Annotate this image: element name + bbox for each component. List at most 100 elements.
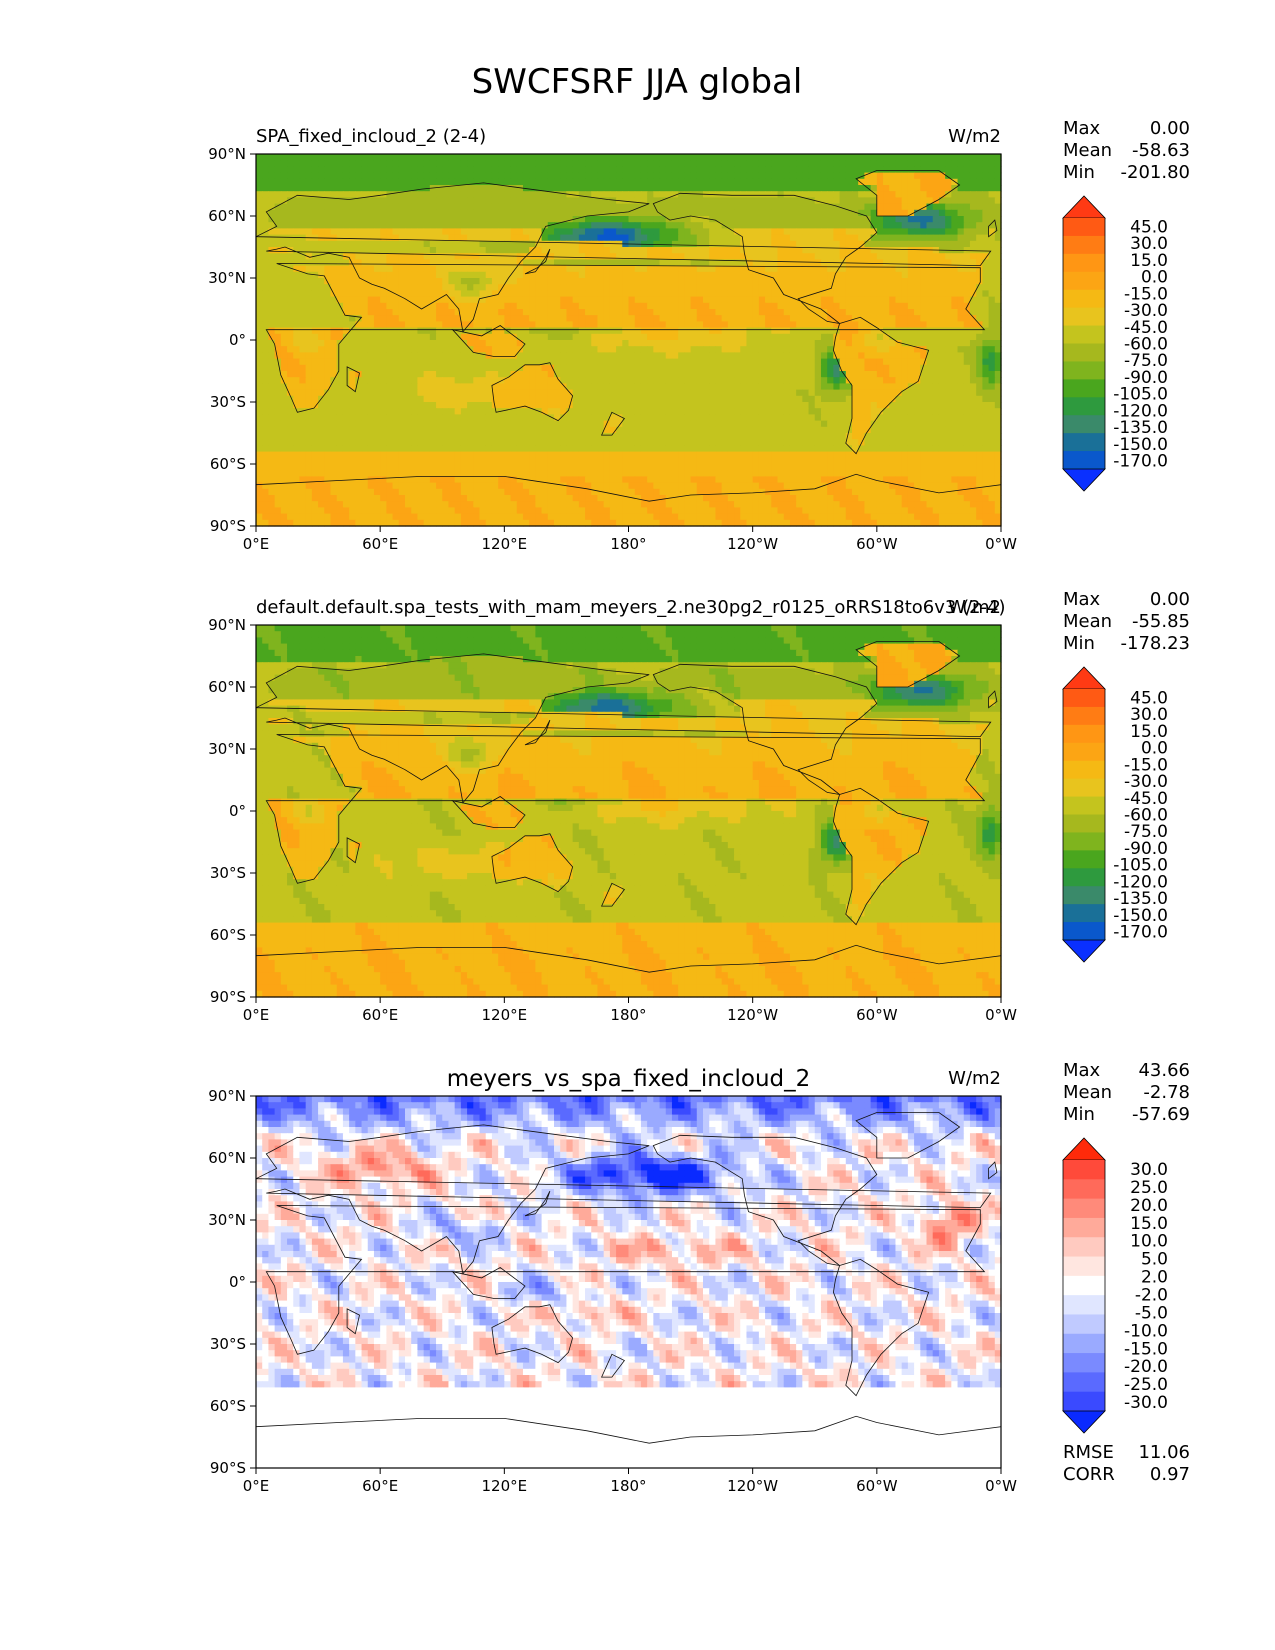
map-cell	[926, 203, 934, 211]
map-cell	[994, 185, 1002, 192]
map-cell	[423, 364, 431, 372]
map-cell	[907, 216, 915, 223]
map-cell	[473, 364, 481, 372]
map-cell	[864, 216, 872, 223]
map-cell	[951, 364, 959, 372]
map-cell	[883, 327, 890, 335]
map-cell	[299, 377, 307, 384]
map-cell	[405, 166, 412, 174]
map-cell	[721, 265, 729, 273]
map-cell	[659, 203, 667, 211]
map-cell	[448, 395, 456, 403]
map-cell	[752, 278, 760, 285]
map-cell	[560, 185, 568, 192]
map-cell	[777, 259, 785, 267]
map-cell	[336, 377, 344, 384]
map-cell	[318, 358, 325, 366]
map-cell	[293, 197, 301, 205]
map-cell	[367, 172, 375, 180]
map-cell	[274, 203, 282, 211]
map-cell	[349, 315, 356, 322]
map-cell	[603, 234, 611, 242]
map-cell	[330, 333, 338, 341]
map-cell	[771, 234, 779, 242]
map-cell	[976, 278, 983, 285]
map-cell	[926, 389, 934, 397]
map-cell	[864, 160, 872, 167]
map-cell	[938, 160, 946, 167]
map-cell	[274, 154, 282, 161]
map-cell	[355, 284, 363, 291]
map-cell	[833, 389, 841, 397]
map-cell	[957, 389, 965, 397]
map-cell	[541, 154, 549, 161]
map-cell	[765, 383, 772, 391]
map-cell	[386, 315, 394, 322]
map-cell	[783, 265, 791, 273]
map-cell	[640, 358, 648, 366]
map-cell	[429, 395, 437, 403]
map-cell	[808, 178, 816, 186]
map-cell	[901, 178, 909, 186]
map-cell	[715, 389, 723, 397]
map-cell	[305, 290, 313, 298]
map-cell	[324, 166, 332, 174]
map-cell	[349, 309, 356, 316]
map-cell	[845, 154, 853, 161]
map-cell	[498, 389, 505, 397]
map-cell	[951, 203, 959, 211]
map-cell	[920, 284, 928, 291]
map-cell	[957, 203, 965, 211]
map-cell	[268, 377, 276, 384]
map-cell	[690, 383, 698, 391]
map-cell	[367, 364, 375, 372]
map-cell	[349, 290, 356, 298]
map-cell	[671, 346, 679, 353]
map-cell	[969, 395, 977, 403]
map-cell	[566, 408, 574, 415]
map-cell	[932, 389, 940, 397]
map-cell	[920, 377, 928, 384]
map-cell	[715, 364, 723, 372]
map-cell	[957, 178, 965, 186]
map-cell	[746, 265, 754, 273]
map-cell	[852, 402, 859, 409]
map-cell	[827, 185, 834, 192]
map-cell	[920, 271, 928, 279]
map-cell	[765, 284, 772, 291]
map-cell	[609, 265, 617, 273]
map-cell	[479, 278, 487, 285]
map-cell	[721, 185, 729, 192]
map-cell	[305, 352, 313, 360]
map-cell	[491, 395, 499, 403]
map-cell	[758, 265, 766, 273]
map-cell	[603, 166, 611, 174]
map-cell	[256, 278, 263, 285]
map-cell	[740, 402, 748, 409]
map-cell	[436, 253, 443, 260]
map-cell	[727, 178, 735, 186]
map-cell	[988, 166, 996, 174]
map-cell	[988, 383, 996, 391]
map-cell	[479, 191, 487, 198]
map-cell	[678, 284, 685, 291]
map-cell	[920, 265, 928, 273]
map-cell	[591, 377, 599, 384]
map-cell	[684, 340, 692, 347]
map-cell	[547, 395, 555, 403]
map-cell	[293, 154, 301, 161]
map-cell	[467, 172, 474, 180]
map-cell	[305, 197, 313, 205]
map-cell	[709, 333, 717, 341]
map-cell	[914, 395, 921, 403]
map-cell	[901, 222, 909, 229]
map-cell	[883, 178, 890, 186]
map-cell	[709, 178, 717, 186]
map-cell	[852, 321, 859, 329]
map-cell	[305, 327, 313, 335]
map-cell	[417, 284, 425, 291]
map-cell	[597, 172, 605, 180]
map-cell	[640, 216, 648, 223]
map-cell	[789, 284, 797, 291]
map-cell	[914, 191, 921, 198]
